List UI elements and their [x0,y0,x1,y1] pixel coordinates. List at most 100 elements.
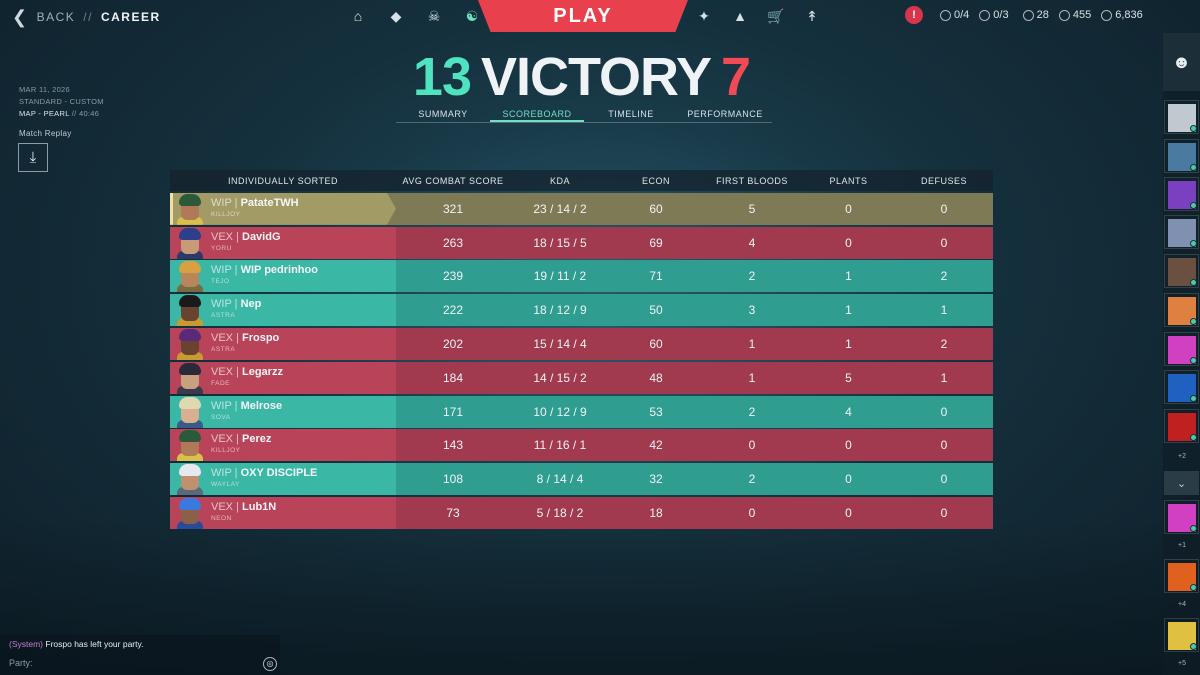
table-row[interactable]: WIP | Nep ASTRA 222 18 / 12 / 9 50 3 1 1 [170,294,993,327]
table-row[interactable]: VEX | Frospo ASTRA 202 15 / 14 / 4 60 1 … [170,327,993,360]
agent-portrait [175,497,205,529]
first-bloods-value: 2 [748,472,756,487]
missions-b[interactable]: 0/3 [979,9,1009,21]
chat-panel: (System) Frospo has left your party. Par… [0,635,280,675]
player-name-line: VEX | DavidG [211,231,281,243]
agent-portrait-body [177,250,203,259]
player-cell[interactable]: VEX | Perez KILLJOY [170,429,396,462]
friend-avatar[interactable] [1164,409,1199,443]
plants-value: 4 [845,404,852,419]
player-cell[interactable]: WIP | WIP pedrinhoo TEJO [170,260,396,293]
tab-timeline[interactable]: TIMELINE [608,109,654,119]
table-row[interactable]: VEX | Legarzz FADE 184 14 / 15 / 2 48 1 … [170,361,993,394]
agent-portrait-hair [179,497,201,510]
header-econ[interactable]: ECON [641,175,670,186]
back-button[interactable]: ❮ BACK // CAREER [12,8,161,26]
missions-a[interactable]: 0/4 [940,9,969,21]
team-score: 13 [412,47,472,107]
player-info: VEX | Perez KILLJOY [211,434,271,456]
agents-icon[interactable]: ◆ [390,7,402,24]
table-row[interactable]: VEX | DavidG YORU 263 18 / 15 / 5 69 4 0… [170,226,993,259]
header-sort[interactable]: INDIVIDUALLY SORTED [227,175,339,186]
econ-value: 60 [649,201,663,216]
header-defuses[interactable]: DEFUSES [920,175,967,186]
online-status-icon [1190,584,1197,591]
agent-portrait-body [177,419,203,428]
battlepass-icon[interactable]: ✦ [698,7,710,24]
currency-a[interactable]: 28 [1022,9,1049,21]
currency-b[interactable]: 455 [1058,9,1091,21]
download-replay-button[interactable]: ⤓ [18,143,48,172]
player-team-tag: WIP [211,298,232,311]
friend-avatar[interactable] [1164,500,1199,534]
tab-summary[interactable]: SUMMARY [418,109,468,119]
table-row[interactable]: WIP | WIP pedrinhoo TEJO 239 19 / 11 / 2… [170,260,993,293]
online-status-icon [1190,395,1197,402]
player-cell[interactable]: VEX | Legarzz FADE [170,361,396,394]
rank-icon[interactable]: ↟ [806,7,818,24]
friend-avatar[interactable] [1164,139,1199,173]
social-button[interactable]: ☻ [1163,33,1200,91]
breadcrumb-career: CAREER [100,10,161,24]
kda-value: 14 / 15 / 2 [533,370,587,385]
locker-icon[interactable]: ▲ [733,8,747,24]
header-acs[interactable]: AVG COMBAT SCORE [402,175,504,186]
econ-value: 48 [649,370,663,385]
table-row[interactable]: WIP | OXY DISCIPLE WAYLAY 108 8 / 14 / 4… [170,463,993,496]
friend-avatar[interactable] [1164,559,1199,593]
player-cell[interactable]: WIP | OXY DISCIPLE WAYLAY [170,463,396,496]
tab-scoreboard[interactable]: SCOREBOARD [490,107,584,122]
alert-icon[interactable]: ! [905,6,923,24]
table-row[interactable]: WIP | Melrose SOVA 171 10 / 12 / 9 53 2 … [170,395,993,428]
player-agent: SOVA [211,413,231,421]
player-team-tag: VEX [211,365,234,378]
player-agent: WAYLAY [211,481,240,489]
store-icon[interactable]: 🛒 [767,7,785,24]
chat-input[interactable]: Party: [9,658,33,668]
friend-avatar[interactable] [1164,370,1199,404]
career-icon[interactable]: ☯ [465,7,479,24]
chat-settings-icon[interactable]: ◎ [263,657,277,671]
friend-avatar[interactable] [1164,254,1199,288]
player-cell[interactable]: WIP | Melrose SOVA [170,395,396,428]
table-row[interactable]: VEX | Perez KILLJOY 143 11 / 16 / 1 42 0… [170,429,993,462]
acs-value: 171 [442,404,464,419]
kda-value: 11 / 16 / 1 [533,438,587,453]
table-row[interactable]: WIP | PatateTWH KILLJOY 321 23 / 14 / 2 … [170,192,993,225]
header-first-bloods[interactable]: FIRST BLOODS [716,175,788,186]
agent-portrait-body [177,284,203,293]
kda-value: 10 / 12 / 9 [533,404,587,419]
header-kda[interactable]: KDA [549,175,570,186]
online-status-icon [1190,525,1197,532]
collapse-offline-button[interactable]: ⌄ [1164,471,1199,495]
table-row[interactable]: VEX | Lub1N NEON 73 5 / 18 / 2 18 0 0 0 [170,496,993,529]
home-icon[interactable]: ⌂ [353,8,363,24]
friend-avatar[interactable] [1164,293,1199,327]
player-name: PatateTWH [240,196,299,209]
friend-avatar[interactable] [1164,177,1199,211]
kda-value: 18 / 15 / 5 [533,235,587,250]
player-tag-sep: | [231,196,241,209]
player-tag-sep: | [231,298,241,311]
tab-performance[interactable]: PERFORMANCE [687,109,763,119]
player-info: WIP | WIP pedrinhoo TEJO [211,265,318,287]
player-cell[interactable]: WIP | Nep ASTRA [170,294,396,327]
player-cell[interactable]: VEX | Frospo ASTRA [170,327,396,360]
player-cell[interactable]: WIP | PatateTWH KILLJOY [170,192,396,225]
first-bloods-value: 5 [748,201,756,216]
defuses-value: 2 [940,269,948,284]
currency-c[interactable]: 6,836 [1101,9,1143,21]
player-team-tag: VEX [211,331,234,344]
collection-icon[interactable]: ☠ [427,7,441,24]
header-plants[interactable]: PLANTS [829,175,868,186]
back-chevron-icon: ❮ [12,7,29,27]
friend-avatar[interactable] [1164,618,1199,652]
friend-avatar[interactable] [1164,100,1199,134]
kingdom-credits-icon [1022,9,1034,21]
vp-icon [1101,9,1113,21]
player-cell[interactable]: VEX | Lub1N NEON [170,496,396,529]
play-button[interactable]: PLAY [478,0,688,32]
friend-avatar[interactable] [1164,215,1199,249]
friend-avatar[interactable] [1164,332,1199,366]
player-cell[interactable]: VEX | DavidG YORU [170,226,396,259]
